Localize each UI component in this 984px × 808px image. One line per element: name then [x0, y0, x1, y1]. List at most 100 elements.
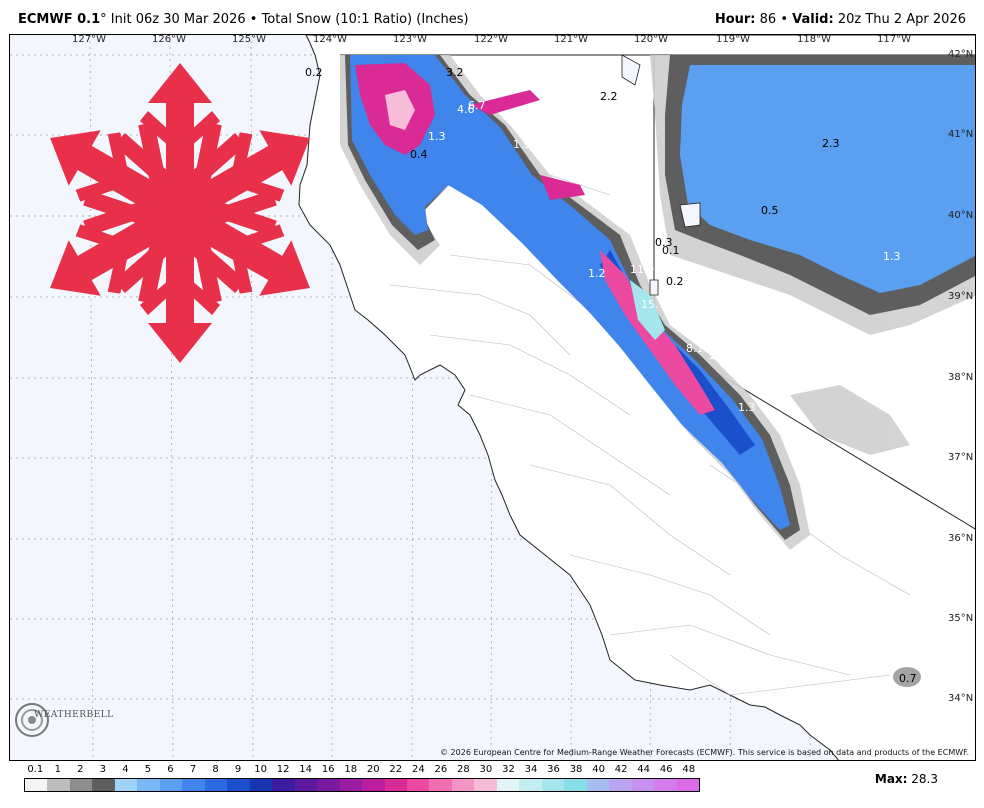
- logo-text: WEATHERBELL: [34, 710, 114, 720]
- weatherbell-logo: WEATHERBELL: [14, 696, 113, 742]
- colorbar-tick-label: 26: [434, 764, 448, 775]
- colorbar-segment: [429, 779, 452, 791]
- latitude-label: 40°N: [948, 210, 974, 221]
- colorbar-tick-label: 40: [592, 764, 605, 775]
- colorbar-tick-label: 14: [299, 764, 313, 775]
- latitude-label: 41°N: [948, 129, 974, 140]
- snowflake-icon: [50, 63, 310, 363]
- product-name: Total Snow (10:1 Ratio) (Inches): [261, 12, 469, 27]
- colorbar-tick-label: 12: [276, 764, 290, 775]
- colorbar-segment: [654, 779, 677, 791]
- colorbar-segment: [69, 779, 93, 791]
- colorbar-segment: [541, 779, 565, 791]
- header: ECMWF 0.1° Init 06z 30 Mar 2026 • Total …: [0, 0, 984, 34]
- colorbar-tick-label: 0.1: [27, 764, 44, 775]
- snow-value-label: 4.6: [457, 103, 475, 116]
- snowflake-arm: [148, 213, 212, 363]
- colorbar-tick-label: 34: [524, 764, 538, 775]
- snow-value-label: 0.7: [899, 672, 917, 685]
- colorbar-tick-label: 22: [389, 764, 403, 775]
- longitude-label: 124°W: [313, 34, 347, 45]
- hour-label: Hour:: [714, 12, 756, 27]
- colorbar-segment: [204, 779, 228, 791]
- colorbar-segment: [159, 779, 183, 791]
- snowflake-branch: [75, 189, 168, 305]
- valid-label: Valid:: [792, 12, 834, 27]
- snow-value-label: 0.2: [666, 275, 684, 288]
- snowflake-branch: [114, 235, 246, 315]
- map-canvas: [10, 35, 975, 760]
- latitude-label: 42°N: [948, 49, 974, 60]
- colorbar-segment: [384, 779, 407, 791]
- colorbar-segment: [249, 779, 273, 791]
- logo-swirl-icon: [15, 703, 49, 737]
- longitude-label: 122°W: [474, 34, 508, 45]
- snow-value-label: 0.3: [655, 236, 673, 249]
- snow-value-label: 1.3: [883, 250, 901, 263]
- snow-value-label: 0.5: [761, 204, 779, 217]
- colorbar-tick-label: 36: [547, 764, 560, 775]
- degree-symbol: °: [100, 12, 107, 27]
- colorbar-tick-label: 10: [254, 764, 267, 775]
- copyright-notice: © 2026 European Centre for Medium-Range …: [440, 748, 969, 757]
- colorbar-segment: [25, 779, 48, 791]
- colorbar-tick-label: 20: [366, 764, 380, 775]
- latitude-label: 34°N: [948, 693, 974, 704]
- colorbar-tick-label: 44: [637, 764, 651, 775]
- longitude-label: 123°W: [393, 34, 427, 45]
- colorbar-segment: [227, 779, 250, 791]
- colorbar-segment: [272, 779, 295, 791]
- separator: •: [249, 12, 258, 27]
- colorbar-segment: [631, 779, 655, 791]
- latitude-label: 37°N: [948, 452, 974, 463]
- colorbar-segment: [496, 779, 520, 791]
- colorbar-tick-label: 30: [479, 764, 493, 775]
- map-title: ECMWF 0.1° Init 06z 30 Mar 2026 • Total …: [18, 12, 469, 27]
- colorbar-segment: [676, 779, 700, 791]
- colorbar-segment: [317, 779, 340, 791]
- snow-value-label: 0.2: [305, 66, 323, 79]
- latitude-label: 36°N: [948, 533, 974, 544]
- snow-very-heavy: [355, 63, 715, 415]
- longitude-label: 126°W: [152, 34, 186, 45]
- colorbar-segment: [474, 779, 497, 791]
- colorbar-tick-label: 4: [122, 764, 129, 775]
- colorbar-segment: [451, 779, 475, 791]
- lakes: [621, 54, 701, 296]
- colorbar-tick-label: 32: [502, 764, 515, 775]
- colorbar-tick-label: 3: [99, 764, 107, 775]
- colorbar-segment: [406, 779, 430, 791]
- colorbar-tick-label: 8: [212, 764, 219, 775]
- snow-value-label: 1.3: [428, 130, 446, 143]
- hour-value: 86: [759, 12, 777, 27]
- snow-value-label: 11.9: [630, 263, 655, 276]
- colorbar-segment: [564, 779, 587, 791]
- snowflake-center: [150, 183, 210, 243]
- colorbar-ticks: 0.1 1 2 3 4 5 6 7 8 9 10 12 14 16 18 20 22 24 26 28 30 32 34 36…: [24, 764, 714, 778]
- colorbar-segment: [609, 779, 632, 791]
- colorbar-tick-label: 46: [659, 764, 673, 775]
- snow-value-label: 3.2: [446, 66, 464, 79]
- snow-value-label: 0.4: [410, 148, 428, 161]
- snow-value-label: 1.2: [588, 267, 606, 280]
- longitude-label: 121°W: [554, 34, 588, 45]
- colorbar-tick-label: 16: [321, 764, 335, 775]
- longitude-label: 117°W: [877, 34, 911, 45]
- max-label: Max:: [874, 772, 908, 786]
- separator: •: [780, 12, 788, 27]
- snow-value-label: 1.9: [513, 138, 531, 151]
- snow-value-label: 1.3: [738, 401, 756, 414]
- snow-value-label: 8.1: [686, 342, 704, 355]
- colorbar: [24, 778, 700, 792]
- valid-info: Hour: 86 • Valid: 20z Thu 2 Apr 2026: [715, 12, 966, 27]
- colorbar-tick-label: 38: [569, 764, 583, 775]
- snow-value-label: 1.2: [708, 349, 726, 362]
- snow-value-label: 0.1: [662, 244, 680, 257]
- valid-value: 20z Thu 2 Apr 2026: [837, 12, 966, 27]
- colorbar-tick-label: 24: [411, 764, 425, 775]
- colorbar-tick-label: 1: [54, 764, 61, 775]
- colorbar-tick-label: 42: [614, 764, 628, 775]
- colorbar-segment: [586, 779, 610, 791]
- snow-value-label: 6.7: [468, 99, 486, 112]
- longitude-label: 127°W: [72, 34, 106, 45]
